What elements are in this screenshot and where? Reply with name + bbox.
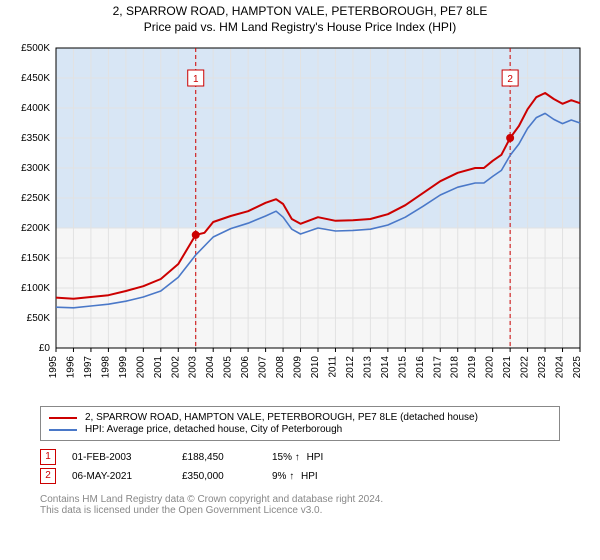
svg-text:£450K: £450K [21,73,50,84]
svg-text:£400K: £400K [21,103,50,114]
sale-price: £350,000 [182,471,272,482]
svg-text:2025: 2025 [572,356,583,379]
svg-text:2024: 2024 [555,356,566,379]
svg-text:2021: 2021 [502,356,513,379]
svg-text:2: 2 [507,74,513,85]
svg-text:2000: 2000 [135,356,146,379]
svg-text:2009: 2009 [293,356,304,379]
legend-swatch [49,417,77,419]
line-chart: £0 £50K £100K £150K £200K £250K £300K £350K £400… [10,40,590,400]
svg-text:2008: 2008 [275,356,286,379]
sale-pct: 15% ↑ HPI [272,452,332,463]
svg-text:2015: 2015 [397,356,408,379]
svg-text:2020: 2020 [485,356,496,379]
svg-text:£150K: £150K [21,253,50,264]
svg-text:2004: 2004 [205,356,216,379]
svg-text:2005: 2005 [223,356,234,379]
svg-text:£300K: £300K [21,163,50,174]
sale-price: £188,450 [182,452,272,463]
svg-text:2006: 2006 [240,356,251,379]
chart-area: £0 £50K £100K £150K £200K £250K £300K £350K £400… [10,40,590,400]
svg-text:£100K: £100K [21,283,50,294]
footnote-line2: This data is licensed under the Open Gov… [40,505,560,516]
sale-date: 06-MAY-2021 [72,471,182,482]
svg-text:1996: 1996 [65,356,76,379]
legend-item-subject: 2, SPARROW ROAD, HAMPTON VALE, PETERBORO… [49,412,551,423]
svg-text:£350K: £350K [21,133,50,144]
svg-text:2014: 2014 [380,356,391,379]
svg-text:1: 1 [193,74,199,85]
sales-list: 1 01-FEB-2003 £188,450 15% ↑ HPI 2 06-MA… [40,449,560,484]
svg-text:2023: 2023 [537,356,548,379]
footnote-line1: Contains HM Land Registry data © Crown c… [40,494,560,505]
title-line1: 2, SPARROW ROAD, HAMPTON VALE, PETERBORO… [0,4,600,18]
legend-label: 2, SPARROW ROAD, HAMPTON VALE, PETERBORO… [85,412,478,423]
svg-text:2013: 2013 [362,356,373,379]
footnote: Contains HM Land Registry data © Crown c… [40,494,560,516]
chart-title: 2, SPARROW ROAD, HAMPTON VALE, PETERBORO… [0,0,600,36]
legend-swatch [49,429,77,431]
up-arrow-icon: ↑ [289,471,294,482]
svg-text:2016: 2016 [415,356,426,379]
svg-text:2018: 2018 [450,356,461,379]
svg-text:£50K: £50K [27,313,51,324]
svg-text:£250K: £250K [21,193,50,204]
svg-text:1997: 1997 [83,356,94,379]
sale-pct: 9% ↑ HPI [272,471,332,482]
up-arrow-icon: ↑ [295,452,300,463]
svg-text:1998: 1998 [100,356,111,379]
legend-label: HPI: Average price, detached house, City… [85,424,342,435]
svg-text:2010: 2010 [310,356,321,379]
sale-row: 2 06-MAY-2021 £350,000 9% ↑ HPI [40,468,560,484]
svg-text:£0: £0 [39,343,51,354]
svg-text:2003: 2003 [188,356,199,379]
sale-row: 1 01-FEB-2003 £188,450 15% ↑ HPI [40,449,560,465]
legend-item-hpi: HPI: Average price, detached house, City… [49,424,551,435]
sale-marker: 2 [40,468,56,484]
svg-text:1995: 1995 [48,356,59,379]
svg-text:2002: 2002 [170,356,181,379]
sale-marker: 1 [40,449,56,465]
svg-text:2019: 2019 [467,356,478,379]
svg-text:2001: 2001 [153,356,164,379]
svg-text:2017: 2017 [432,356,443,379]
svg-text:2022: 2022 [520,356,531,379]
svg-text:2007: 2007 [258,356,269,379]
legend: 2, SPARROW ROAD, HAMPTON VALE, PETERBORO… [40,406,560,441]
sale-date: 01-FEB-2003 [72,452,182,463]
title-line2: Price paid vs. HM Land Registry's House … [0,20,600,34]
svg-text:£200K: £200K [21,223,50,234]
svg-text:1999: 1999 [118,356,129,379]
svg-text:£500K: £500K [21,43,50,54]
svg-text:2012: 2012 [345,356,356,379]
svg-text:2011: 2011 [327,356,338,378]
